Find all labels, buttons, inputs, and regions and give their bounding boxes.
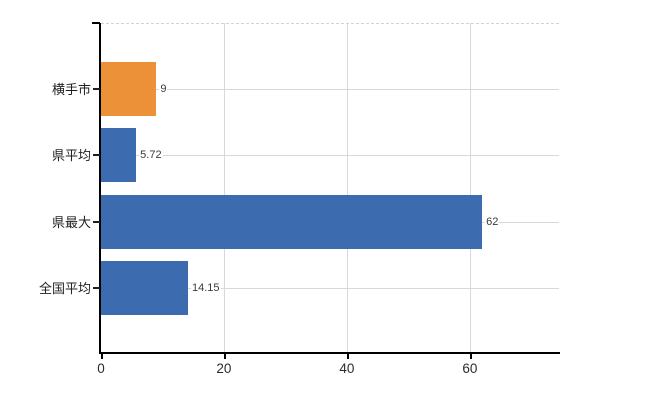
horizontal-gridline	[101, 89, 559, 91]
bar-value-label: 14.15	[190, 280, 221, 295]
x-axis-tick-label: 0	[97, 361, 105, 376]
x-axis-tick	[346, 354, 349, 359]
x-axis-tick	[223, 354, 226, 359]
x-axis-tick-label: 40	[339, 361, 355, 376]
x-axis-tick-label: 60	[462, 361, 478, 376]
bar-横手市	[101, 62, 157, 117]
x-axis-tick-label: 20	[216, 361, 232, 376]
bar-value-label: 5.72	[139, 148, 163, 163]
x-axis-tick	[101, 354, 103, 359]
bar-県平均	[101, 128, 137, 183]
plot-area	[101, 23, 559, 354]
vertical-gridline	[469, 23, 471, 353]
category-label: 県最大	[51, 214, 91, 230]
horizontal-gridline	[101, 155, 559, 157]
x-axis-line	[99, 352, 560, 354]
vertical-gridline	[346, 23, 348, 353]
y-axis-line	[99, 23, 101, 354]
bar-value-label: 62	[485, 214, 500, 229]
bar-県最大	[101, 194, 483, 249]
y-axis-tick	[93, 154, 100, 157]
category-label: 横手市	[51, 82, 91, 98]
bar-value-label: 9	[159, 82, 168, 97]
horizontal-gridline	[101, 287, 559, 289]
bar-全国平均	[101, 260, 188, 315]
y-axis-tick	[93, 286, 100, 289]
category-label: 全国平均	[38, 280, 91, 296]
vertical-gridline	[223, 23, 225, 353]
y-axis-tick	[93, 88, 100, 91]
y-axis-tick	[93, 220, 100, 223]
y-axis-end-tick	[92, 22, 100, 24]
category-label: 県平均	[51, 148, 91, 164]
x-axis-tick	[469, 354, 472, 359]
